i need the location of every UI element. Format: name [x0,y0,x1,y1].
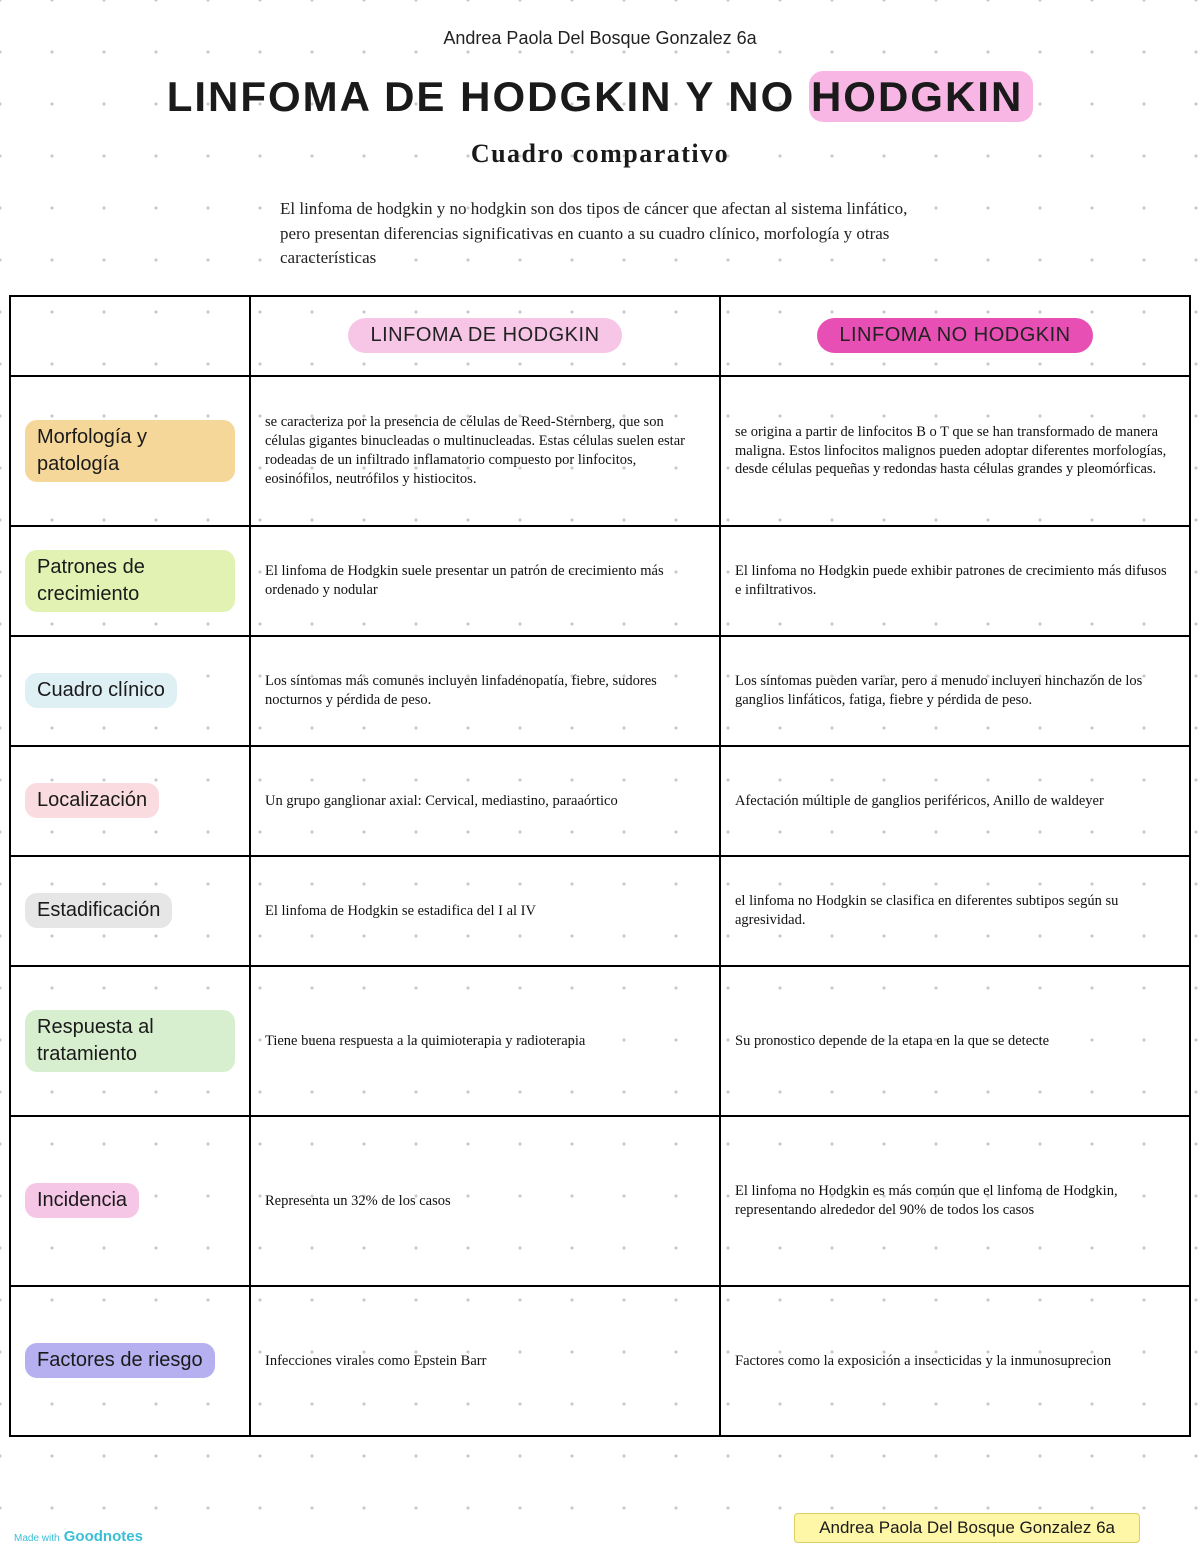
title-plain: LINFOMA DE HODGKIN Y NO [167,73,809,120]
cell-no-hodgkin: Los síntomas pueden variar, pero a menud… [720,636,1190,746]
row-label: Patrones de crecimiento [25,550,235,612]
row-label-cell: Respuesta al tratamiento [10,966,250,1116]
intro-paragraph: El linfoma de hodgkin y no hodgkin son d… [280,197,920,271]
cell-no-hodgkin: Afectación múltiple de ganglios periféri… [720,746,1190,856]
row-label-cell: Cuadro clínico [10,636,250,746]
cell-text: se caracteriza por la presencia de célul… [265,413,705,488]
title-highlight: HODGKIN [809,71,1033,122]
row-label-cell: Morfología y patología [10,376,250,526]
cell-no-hodgkin: Su pronostico depende de la etapa en la … [720,966,1190,1116]
cell-no-hodgkin: el linfoma no Hodgkin se clasifica en di… [720,856,1190,966]
table-row: Patrones de crecimiento El linfoma de Hod… [10,526,1190,636]
subtitle: Cuadro comparativo [0,139,1200,169]
cell-text: se origina a partir de linfocitos B o T … [735,423,1175,480]
cell-text: El linfoma de Hodgkin suele presentar un… [265,562,705,600]
cell-hodgkin: Infecciones virales como Epstein Barr [250,1286,720,1436]
cell-text: Un grupo ganglionar axial: Cervical, med… [265,792,705,811]
cell-text: Los síntomas pueden variar, pero a menud… [735,672,1175,710]
row-label-cell: Estadificación [10,856,250,966]
row-label: Morfología y patología [25,420,235,482]
watermark-main: Goodnotes [64,1528,143,1545]
author-top: Andrea Paola Del Bosque Gonzalez 6a [0,0,1200,49]
cell-text: Infecciones virales como Epstein Barr [265,1352,705,1371]
row-label-cell: Localización [10,746,250,856]
cell-text: Factores como la exposición a insecticid… [735,1352,1175,1371]
cell-hodgkin: Representa un 32% de los casos [250,1116,720,1286]
comparison-table: LINFOMA DE HODGKIN LINFOMA NO HODGKIN Mo… [9,295,1191,1437]
page-title: LINFOMA DE HODGKIN Y NO HODGKIN [0,73,1200,121]
cell-hodgkin: El linfoma de Hodgkin suele presentar un… [250,526,720,636]
header-col-hodgkin: LINFOMA DE HODGKIN [250,296,720,376]
watermark: Made with Goodnotes [14,1528,143,1545]
cell-hodgkin: El linfoma de Hodgkin se estadifica del … [250,856,720,966]
footer-author: Andrea Paola Del Bosque Gonzalez 6a [794,1513,1140,1543]
cell-no-hodgkin: El linfoma no Hodgkin puede exhibir patr… [720,526,1190,636]
cell-text: El linfoma no Hodgkin es más común que e… [735,1182,1175,1220]
table-row: Localización Un grupo ganglionar axial: C… [10,746,1190,856]
table-header-row: LINFOMA DE HODGKIN LINFOMA NO HODGKIN [10,296,1190,376]
table-row: Respuesta al tratamiento Tiene buena resp… [10,966,1190,1116]
cell-text: Los síntomas más comunes incluyen linfad… [265,672,705,710]
row-label: Respuesta al tratamiento [25,1010,235,1072]
cell-hodgkin: Un grupo ganglionar axial: Cervical, med… [250,746,720,856]
cell-text: el linfoma no Hodgkin se clasifica en di… [735,892,1175,930]
row-label-cell: Patrones de crecimiento [10,526,250,636]
row-label-cell: Incidencia [10,1116,250,1286]
header-empty [10,296,250,376]
table-row: Estadificación El linfoma de Hodgkin se e… [10,856,1190,966]
row-label: Estadificación [25,893,172,928]
table-row: Incidencia Representa un 32% de los casos… [10,1116,1190,1286]
table-row: Morfología y patología se caracteriza por… [10,376,1190,526]
row-label: Incidencia [25,1183,139,1218]
cell-text: Afectación múltiple de ganglios periféri… [735,792,1175,811]
cell-hodgkin: se caracteriza por la presencia de célul… [250,376,720,526]
table-row: Factores de riesgo Infecciones virales co… [10,1286,1190,1436]
cell-text: El linfoma no Hodgkin puede exhibir patr… [735,562,1175,600]
col-header-2: LINFOMA NO HODGKIN [817,318,1092,353]
header-col-no-hodgkin: LINFOMA NO HODGKIN [720,296,1190,376]
cell-hodgkin: Los síntomas más comunes incluyen linfad… [250,636,720,746]
cell-no-hodgkin: se origina a partir de linfocitos B o T … [720,376,1190,526]
watermark-small: Made with [14,1533,60,1544]
cell-hodgkin: Tiene buena respuesta a la quimioterapia… [250,966,720,1116]
cell-no-hodgkin: El linfoma no Hodgkin es más común que e… [720,1116,1190,1286]
cell-text: El linfoma de Hodgkin se estadifica del … [265,902,705,921]
row-label: Factores de riesgo [25,1343,215,1378]
row-label: Localización [25,783,159,818]
row-label: Cuadro clínico [25,673,177,708]
cell-no-hodgkin: Factores como la exposición a insecticid… [720,1286,1190,1436]
row-label-cell: Factores de riesgo [10,1286,250,1436]
table-row: Cuadro clínico Los síntomas más comunes i… [10,636,1190,746]
cell-text: Su pronostico depende de la etapa en la … [735,1032,1175,1051]
cell-text: Tiene buena respuesta a la quimioterapia… [265,1032,705,1051]
table-body: Morfología y patología se caracteriza por… [10,376,1190,1436]
cell-text: Representa un 32% de los casos [265,1192,705,1211]
col-header-1: LINFOMA DE HODGKIN [348,318,621,353]
